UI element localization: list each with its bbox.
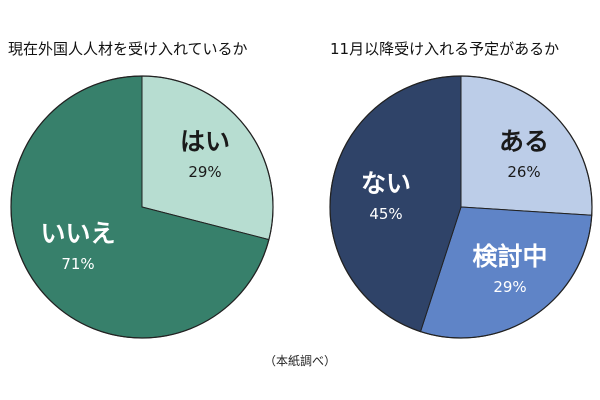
slice-value-1-2: 45% [369,205,402,223]
source-note: （本紙調べ） [263,354,336,368]
slice-label-0-0: はい [180,127,230,156]
pie-outline-1 [329,75,593,339]
pie-outline-0 [10,75,274,339]
slice-label-1-1: 検討中 [472,242,547,271]
slice-value-0-0: 29% [188,163,221,181]
chart-title-left: 現在外国人人材を受け入れているか [8,40,248,58]
slice-label-1-0: ある [499,127,549,156]
slice-label-0-1: いいえ [40,219,115,248]
slice-value-1-1: 29% [493,278,526,296]
chart-title-right: 11月以降受け入れる予定があるか [330,40,560,58]
slice-value-0-1: 71% [61,255,94,273]
slice-label-1-2: ない [361,169,411,198]
slice-value-1-0: 26% [507,163,540,181]
